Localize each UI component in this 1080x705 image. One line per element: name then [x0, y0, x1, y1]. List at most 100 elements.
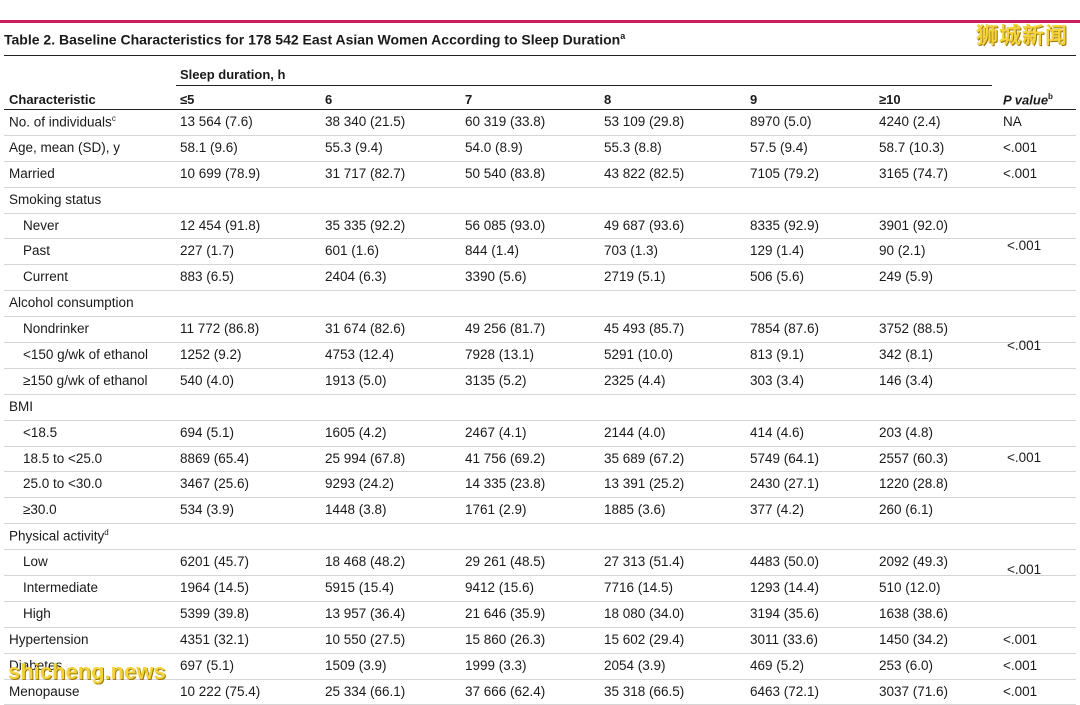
row-label: Married	[9, 166, 55, 181]
cell-sleep-col-3: 56 085 (93.0)	[465, 217, 546, 233]
row-label-text: High	[23, 605, 51, 621]
row-label: Menopause	[9, 684, 80, 699]
cell-sleep-col-6: 342 (8.1)	[879, 347, 934, 363]
row-label-text: Age, mean (SD), y	[9, 139, 121, 155]
cell-sleep-col-3: 844 (1.4)	[465, 243, 520, 259]
table-row: <18.5 694 (5.1) 1605 (4.2) 2467 (4.1) 2144 (…	[4, 421, 1076, 447]
row-label-text: ≥150 g/wk of ethanol	[23, 372, 148, 388]
header-col-3: 7	[465, 92, 473, 107]
table-row: Nondrinker 11 772 (86.8) 31 674 (82.6) 49 2…	[4, 317, 1076, 344]
cell-sleep-col-4: 27 313 (51.4)	[604, 554, 685, 570]
cell-sleep-col-5: 6463 (72.1)	[750, 683, 820, 699]
cell-sleep-col-5: 7105 (79.2)	[750, 165, 820, 181]
table-row: Married 10 699 (78.9) 31 717 (82.7) 50 540 …	[4, 162, 1076, 188]
table-row: 18.5 to <25.0 8869 (65.4) 25 994 (67.8) 41 …	[4, 447, 1076, 473]
cell-sleep-col-1: 4351 (32.1)	[180, 631, 250, 647]
row-label: Current	[23, 269, 68, 284]
cell-sleep-col-5: 506 (5.6)	[750, 269, 805, 285]
table-row: Smoking status	[4, 188, 1076, 214]
cell-sleep-col-1: 11 772 (86.8)	[180, 321, 260, 337]
row-label: Low	[23, 554, 48, 569]
group-pvalue: <.001	[1007, 337, 1042, 353]
cell-sleep-col-2: 9293 (24.2)	[325, 476, 395, 492]
table-title-text: Table 2. Baseline Characteristics for 17…	[4, 31, 621, 48]
cell-sleep-col-6: 4240 (2.4)	[879, 114, 941, 129]
cell-sleep-col-5: 414 (4.6)	[750, 424, 805, 440]
cell-sleep-col-3: 29 261 (48.5)	[465, 554, 546, 570]
cell-sleep-col-6: 1638 (38.6)	[879, 605, 949, 621]
table-row: Age, mean (SD), y 58.1 (9.6) 55.3 (9.4) 54.…	[4, 136, 1076, 162]
table-row: Never 12 454 (91.8) 35 335 (92.2) 56 085 (9…	[4, 214, 1076, 240]
table-row: Current 883 (6.5) 2404 (6.3) 3390 (5.6) 2719…	[4, 265, 1076, 292]
row-label-text: Physical activity	[9, 528, 105, 544]
cell-sleep-col-5: 3194 (35.6)	[750, 605, 820, 621]
cell-sleep-col-2: 25 334 (66.1)	[325, 683, 406, 699]
cell-sleep-col-5: 1293 (14.4)	[750, 580, 820, 596]
row-label-text: 25.0 to <30.0	[23, 476, 103, 492]
cell-sleep-col-6: 1450 (34.2)	[879, 631, 949, 647]
cell-sleep-col-4: 2054 (3.9)	[604, 657, 666, 673]
cell-sleep-col-4: 1885 (3.6)	[604, 502, 666, 518]
cell-sleep-col-3: 15 860 (26.3)	[465, 631, 546, 647]
row-label-text: ≥30.0	[23, 502, 57, 518]
row-label-text: Hypertension	[9, 631, 89, 647]
cell-sleep-col-2: 2404 (6.3)	[325, 269, 387, 285]
cell-sleep-col-5: 57.5 (9.4)	[750, 139, 808, 155]
cell-sleep-col-6: 3901 (92.0)	[879, 217, 949, 233]
cell-sleep-col-1: 697 (5.1)	[180, 657, 235, 673]
header-col-5: 9	[750, 92, 758, 107]
cell-sleep-col-1: 6201 (45.7)	[180, 554, 250, 570]
cell-sleep-col-4: 5291 (10.0)	[604, 347, 674, 363]
column-group-header: Sleep duration, h	[180, 67, 286, 82]
table-row: Alcohol consumption	[4, 291, 1076, 318]
table-row: Past 227 (1.7) 601 (1.6) 844 (1.4) 703 (1.3)…	[4, 239, 1076, 266]
header-col-2: 6	[325, 92, 333, 107]
cell-sleep-col-6: 3752 (88.5)	[879, 321, 949, 337]
header-pvalue: P valueb	[1003, 92, 1053, 107]
row-label: BMI	[9, 399, 33, 414]
cell-sleep-col-3: 14 335 (23.8)	[465, 476, 546, 492]
header-col-6: ≥10	[879, 92, 901, 107]
cell-sleep-col-5: 2430 (27.1)	[750, 476, 820, 492]
cell-sleep-col-5: 377 (4.2)	[750, 502, 805, 518]
cell-sleep-col-4: 703 (1.3)	[604, 243, 659, 259]
row-label: Physical activityd	[9, 528, 109, 544]
row-label: <150 g/wk of ethanol	[23, 347, 148, 362]
cell-sleep-col-6: 260 (6.1)	[879, 502, 934, 518]
group-pvalue: <.001	[1007, 561, 1042, 577]
cell-sleep-col-6: 2557 (60.3)	[879, 450, 949, 466]
cell-sleep-col-1: 540 (4.0)	[180, 372, 235, 388]
cell-sleep-col-1: 13 564 (7.6)	[180, 114, 253, 129]
cell-sleep-col-3: 21 646 (35.9)	[465, 605, 546, 621]
cell-sleep-col-3: 1999 (3.3)	[465, 657, 527, 673]
table-row: ≥30.0 534 (3.9) 1448 (3.8) 1761 (2.9) 1885 (…	[4, 498, 1076, 525]
table-row: BMI	[4, 395, 1076, 421]
cell-sleep-col-6: 3037 (71.6)	[879, 683, 949, 699]
cell-sleep-col-2: 55.3 (9.4)	[325, 139, 383, 155]
cell-sleep-col-1: 1252 (9.2)	[180, 347, 242, 363]
cell-sleep-col-4: 2144 (4.0)	[604, 424, 666, 440]
cell-sleep-col-3: 3390 (5.6)	[465, 269, 527, 285]
row-label: 18.5 to <25.0	[23, 451, 102, 466]
cell-sleep-col-4: 15 602 (29.4)	[604, 631, 685, 647]
header-bottom-rule	[4, 109, 1076, 110]
row-label-text: Never	[23, 217, 60, 233]
row-label: No. of individualsc	[9, 114, 116, 130]
watermark-logo: 狮城新闻	[975, 23, 1068, 48]
cell-sleep-col-6: 510 (12.0)	[879, 580, 941, 596]
row-label-text: No. of individuals	[9, 114, 112, 130]
row-label: 25.0 to <30.0	[23, 476, 102, 491]
cell-sleep-col-1: 58.1 (9.6)	[180, 139, 238, 155]
table-row: No. of individualsc 13 564 (7.6) 38 340 (2…	[4, 110, 1076, 136]
cell-sleep-col-3: 50 540 (83.8)	[465, 165, 546, 181]
row-label-text: Intermediate	[23, 580, 99, 596]
table-row: 25.0 to <30.0 3467 (25.6) 9293 (24.2) 14 33…	[4, 472, 1076, 499]
cell-sleep-col-4: 53 109 (29.8)	[604, 114, 685, 129]
row-label-text: BMI	[9, 398, 34, 414]
cell-sleep-col-2: 25 994 (67.8)	[325, 450, 406, 466]
table-title-footnote: a	[620, 31, 626, 41]
cell-sleep-col-1: 1964 (14.5)	[180, 580, 250, 596]
cell-pvalue: NA	[1003, 114, 1022, 129]
cell-sleep-col-4: 35 689 (67.2)	[604, 450, 685, 466]
table-row: Physical activityd	[4, 524, 1076, 551]
